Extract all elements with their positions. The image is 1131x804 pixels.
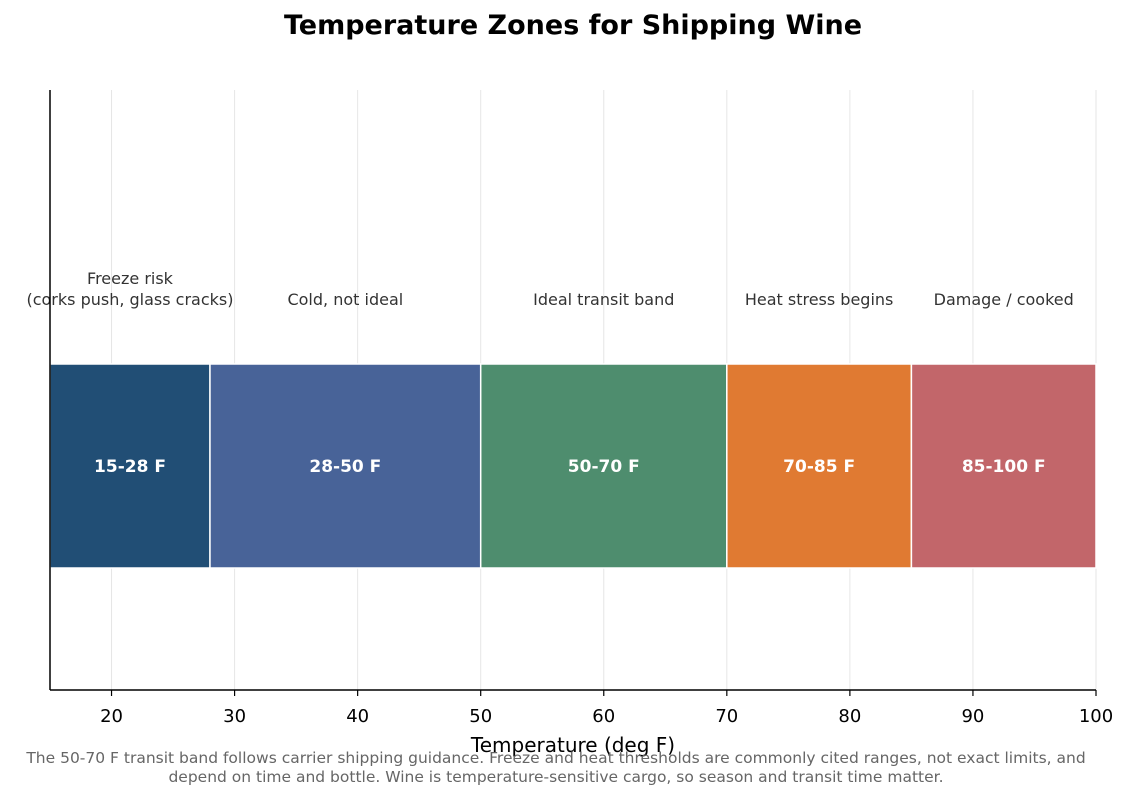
zone-bar — [49, 363, 211, 569]
chart-title: Temperature Zones for Shipping Wine — [283, 10, 863, 41]
x-tick-label: 30 — [223, 706, 246, 727]
x-tick-label: 70 — [715, 706, 738, 727]
zone-bar — [479, 363, 728, 569]
x-tick-label: 20 — [100, 706, 123, 727]
zone-description-label: Freeze risk — [87, 269, 174, 288]
zone-range-label: 50-70 F — [568, 457, 640, 477]
zone-description-label: Damage / cooked — [934, 290, 1074, 309]
zone-description-label: Heat stress begins — [745, 290, 894, 309]
zone-range-label: 70-85 F — [783, 457, 855, 477]
x-tick-label: 90 — [961, 706, 984, 727]
zone-range-label: 28-50 F — [309, 457, 381, 477]
x-tick-label: 60 — [592, 706, 615, 727]
x-axis-label: Temperature (deg F) — [470, 733, 675, 757]
zone-range-label: 15-28 F — [94, 457, 166, 477]
chart-footnote: The 50-70 F transit band follows carrier… — [26, 749, 1086, 786]
zone-description-label: Cold, not ideal — [287, 290, 403, 309]
zone-description-label: Ideal transit band — [533, 290, 674, 309]
zone-bar — [726, 363, 913, 569]
x-tick-label: 40 — [346, 706, 369, 727]
x-tick-label: 100 — [1079, 706, 1113, 727]
zone-bar — [910, 363, 1097, 569]
zone-description-label: (corks push, glass cracks) — [26, 290, 233, 309]
x-tick-label: 50 — [469, 706, 492, 727]
zone-range-label: 85-100 F — [962, 457, 1046, 477]
zone-bar — [209, 363, 482, 569]
x-tick-label: 80 — [838, 706, 861, 727]
